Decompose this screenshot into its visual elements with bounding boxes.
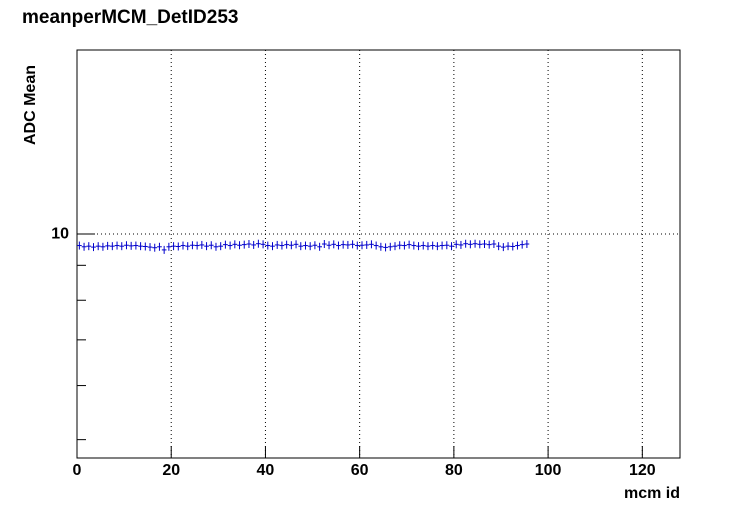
y-axis-label: ADC Mean: [22, 65, 39, 145]
x-axis-label: mcm id: [624, 485, 680, 502]
x-tick-label: 0: [73, 462, 82, 479]
x-tick-label: 60: [351, 462, 369, 479]
x-tick-label: 80: [445, 462, 463, 479]
y-tick-label: 10: [51, 225, 69, 242]
x-tick-label: 20: [162, 462, 180, 479]
plot-frame: [76, 49, 681, 459]
x-tick-label: 100: [535, 462, 562, 479]
x-tick-label: 40: [257, 462, 275, 479]
x-tick-label: 120: [629, 462, 656, 479]
chart-title: meanperMCM_DetID253: [22, 7, 238, 28]
